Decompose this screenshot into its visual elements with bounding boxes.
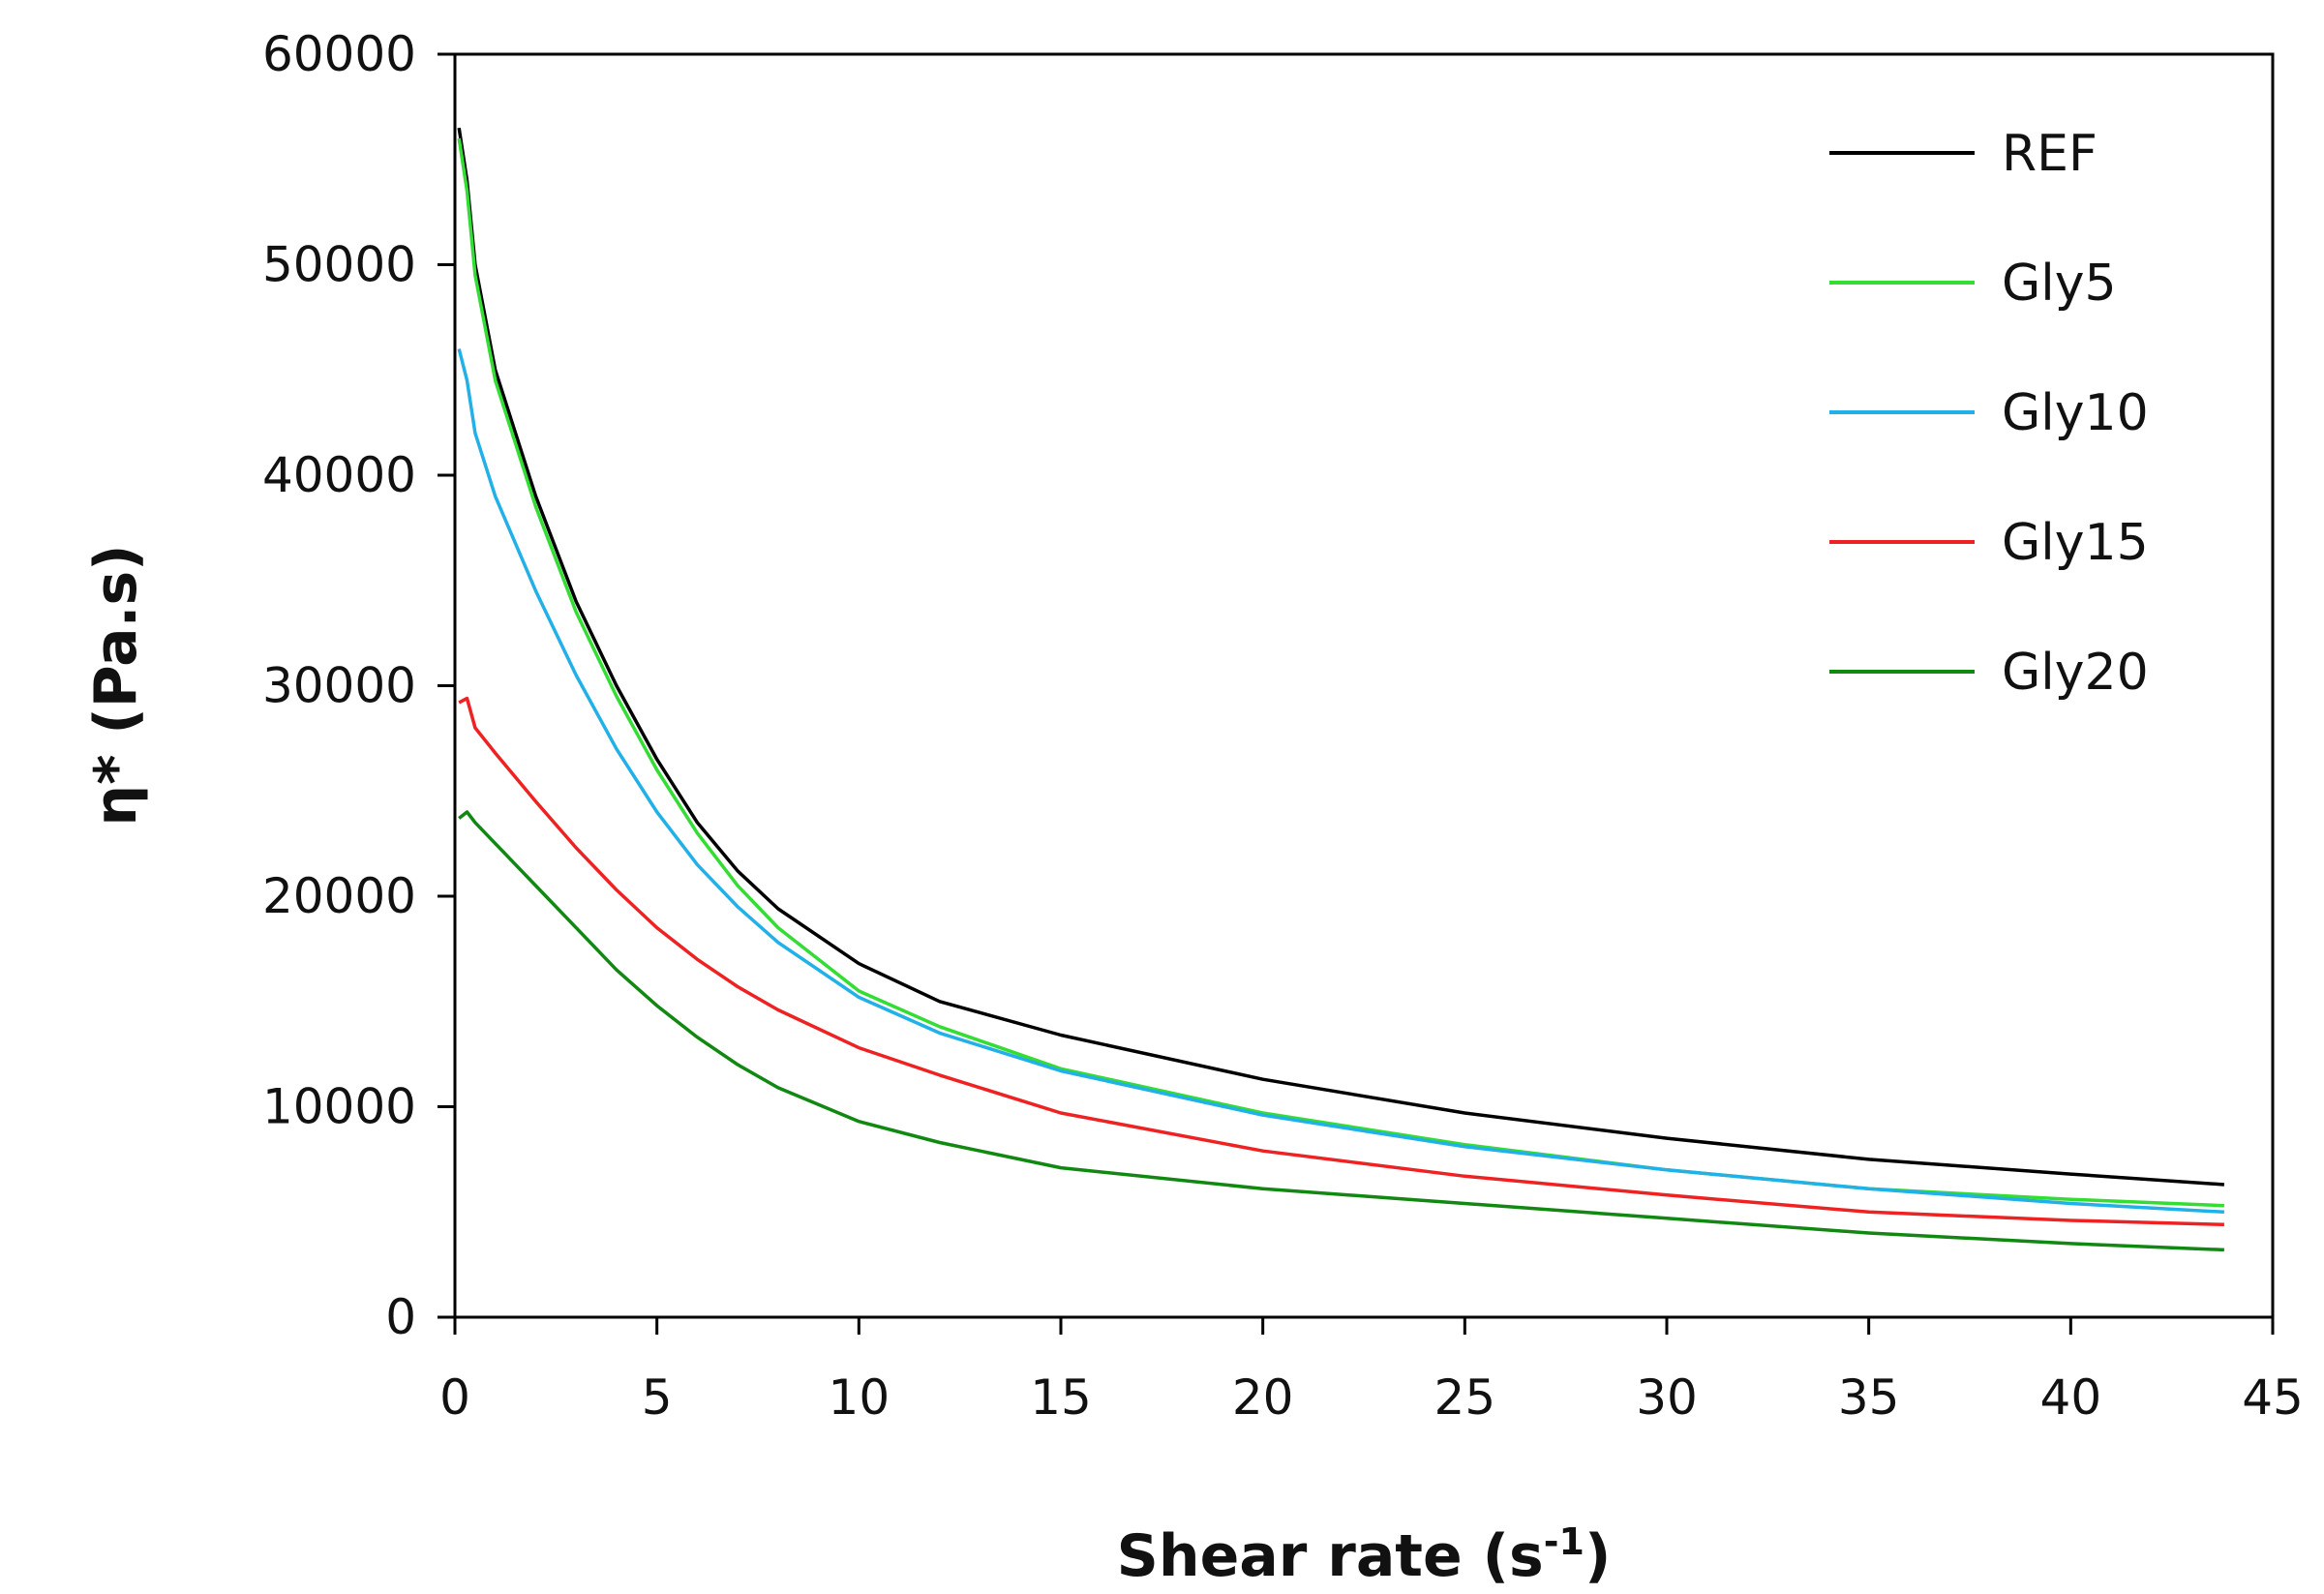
- legend: REF Gly5 Gly10 Gly15 Gly20: [1829, 125, 2149, 702]
- legend-label-gly20: Gly20: [2002, 644, 2149, 702]
- x-tick-label: 40: [2040, 1369, 2102, 1426]
- series-line-gly15: [458, 696, 2224, 1227]
- y-tick-label: 0: [385, 1289, 416, 1345]
- y-tick-label: 10000: [262, 1079, 416, 1135]
- legend-label-gly15: Gly15: [2002, 514, 2149, 572]
- y-tick-label: 20000: [262, 868, 416, 924]
- x-tick-label: 30: [1636, 1369, 1698, 1426]
- x-tick-label: 35: [1838, 1369, 1900, 1426]
- legend-label-gly10: Gly10: [2002, 384, 2149, 442]
- x-tick-label: 15: [1030, 1369, 1092, 1426]
- x-tick-label: 20: [1232, 1369, 1294, 1426]
- plot-area: [453, 52, 2275, 1319]
- series-layer: [457, 127, 2225, 1252]
- x-axis-title: Shear rate (s-1): [1117, 1520, 1612, 1590]
- series-line-gly10: [457, 348, 2224, 1215]
- series-line-ref: [457, 127, 2225, 1187]
- series-line-gly20: [458, 810, 2224, 1252]
- y-axis-title: η* (Pa.s): [82, 544, 150, 826]
- x-tick-label: 45: [2242, 1369, 2304, 1426]
- y-tick-label: 50000: [262, 237, 416, 293]
- x-tick-label: 10: [829, 1369, 890, 1426]
- x-tick-label: 0: [439, 1369, 470, 1426]
- y-axis: 0 10000 20000 30000 40000 50000 60000: [262, 26, 455, 1345]
- x-axis: 0 5 10 15 20 25 30 35 40 45: [439, 1317, 2304, 1426]
- y-tick-label: 30000: [262, 658, 416, 714]
- x-tick-label: 25: [1434, 1369, 1496, 1426]
- y-tick-label: 60000: [262, 26, 416, 82]
- y-tick-label: 40000: [262, 447, 416, 503]
- legend-label-gly5: Gly5: [2002, 255, 2117, 313]
- legend-label-ref: REF: [2002, 125, 2098, 183]
- x-tick-label: 5: [642, 1369, 673, 1426]
